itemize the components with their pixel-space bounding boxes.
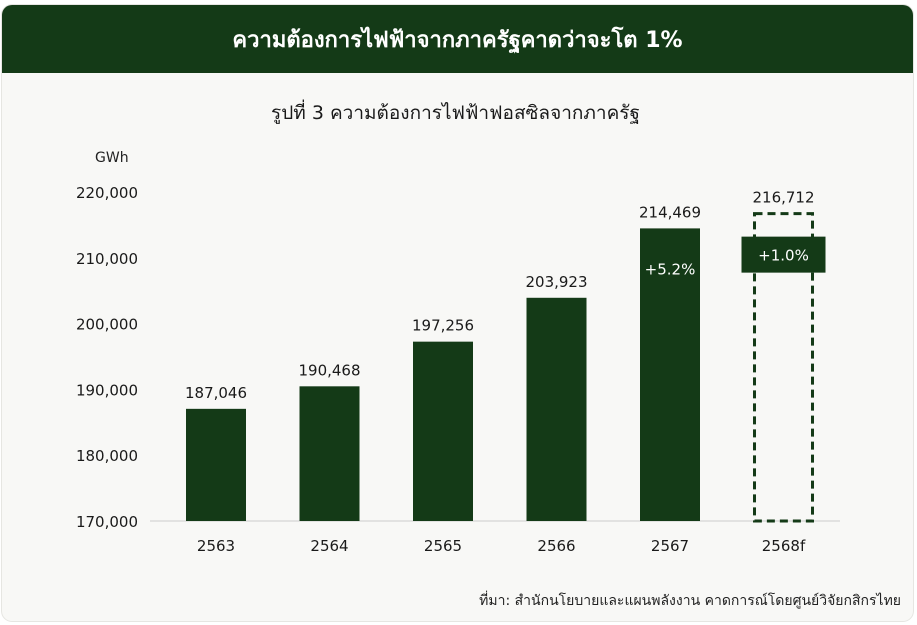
growth-label: +1.0%	[758, 247, 809, 265]
y-tick-label: 200,000	[76, 316, 138, 334]
x-tick-label: 2568f	[762, 537, 806, 555]
growth-label: +5.2%	[645, 260, 696, 278]
x-tick-label: 2566	[537, 537, 575, 555]
y-tick-label: 210,000	[76, 250, 138, 268]
growth-badge	[741, 236, 826, 273]
forecast-bar	[753, 212, 814, 523]
x-tick-label: 2563	[197, 537, 235, 555]
y-tick-label: 190,000	[76, 381, 138, 399]
banner-title: ความต้องการไฟฟ้าจากภาครัฐคาดว่าจะโต 1%	[2, 5, 913, 73]
bar	[186, 408, 246, 521]
chart-title: รูปที่ 3 ความต้องการไฟฟ้าฟอสซิลจากภาครัฐ	[271, 102, 640, 124]
bar-value-label: 216,712	[752, 189, 814, 207]
x-tick-label: 2565	[424, 537, 462, 555]
bar	[640, 228, 700, 521]
y-tick-label: 220,000	[76, 184, 138, 202]
x-tick-label: 2564	[310, 537, 348, 555]
y-axis-unit-label: GWh	[95, 150, 129, 166]
bar-value-label: 190,468	[298, 361, 360, 379]
y-tick-label: 170,000	[76, 513, 138, 531]
bar-value-label: 197,256	[412, 317, 474, 335]
y-tick-label: 180,000	[76, 447, 138, 465]
bar	[413, 341, 473, 521]
x-tick-label: 2567	[651, 537, 689, 555]
source-note: ที่มา: สำนักนโยบายและแผนพลังงาน คาดการณ์…	[479, 593, 901, 609]
bar-value-label: 187,046	[185, 384, 247, 402]
bar	[299, 386, 360, 521]
bar	[526, 297, 587, 521]
bar-value-label: 203,923	[525, 273, 587, 291]
bar-value-label: 214,469	[639, 203, 701, 221]
